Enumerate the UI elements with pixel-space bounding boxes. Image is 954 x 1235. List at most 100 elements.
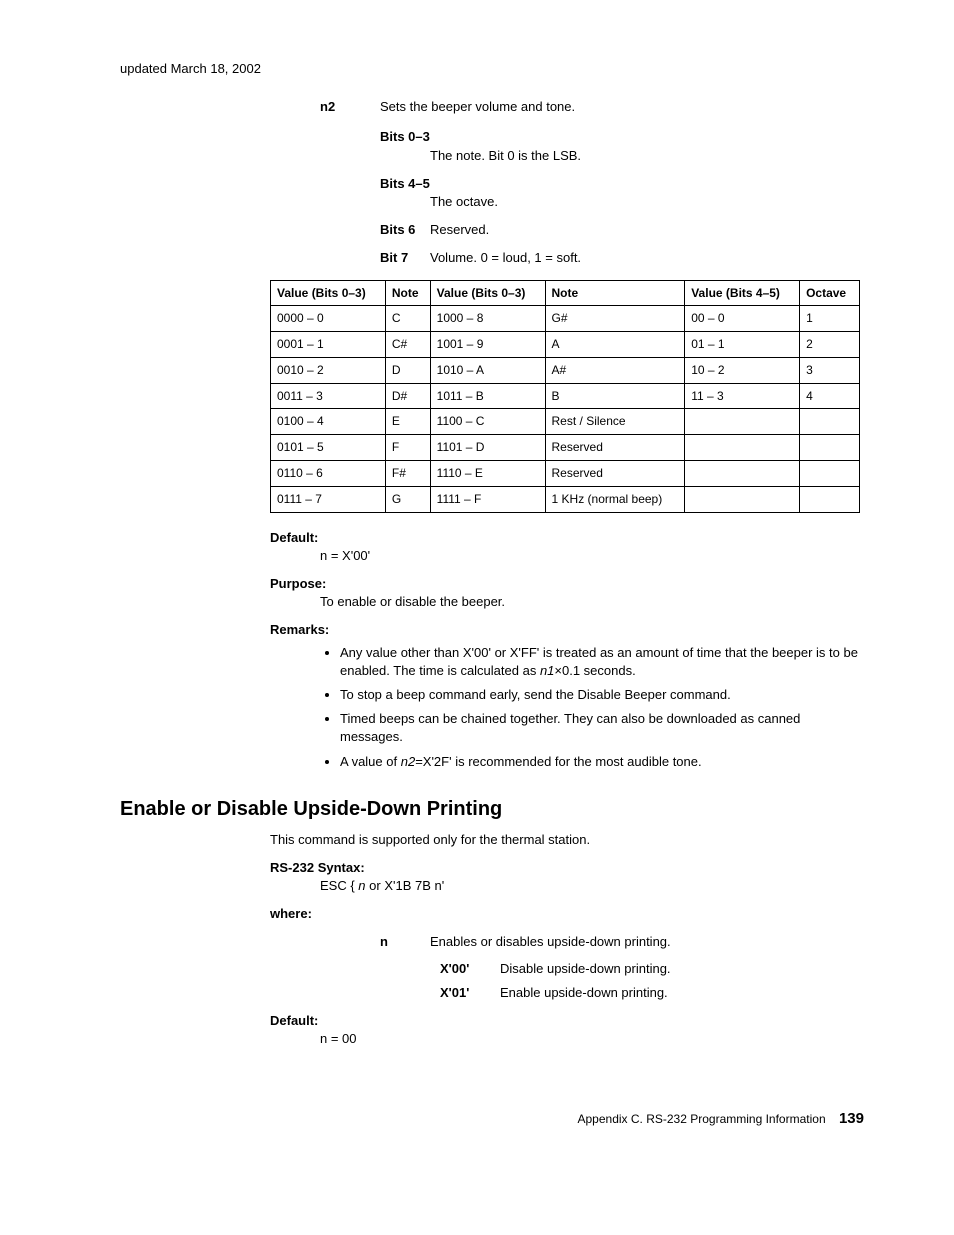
syntax-label: RS-232 Syntax: xyxy=(270,859,864,877)
table-cell: 1110 – E xyxy=(430,461,545,487)
table-row: 0100 – 4E1100 – CRest / Silence xyxy=(271,409,860,435)
table-cell: A xyxy=(545,332,685,358)
table-cell: 0000 – 0 xyxy=(271,306,386,332)
bits-label: Bits 6 xyxy=(380,221,430,239)
default2-label: Default: xyxy=(270,1012,864,1030)
table-header: Octave xyxy=(800,280,860,306)
param-opts: X'00' Disable upside-down printing. X'01… xyxy=(440,960,864,1002)
footer: Appendix C. RS-232 Programming Informati… xyxy=(120,1108,864,1129)
table-cell: A# xyxy=(545,357,685,383)
table-cell: B xyxy=(545,383,685,409)
table-cell: 1001 – 9 xyxy=(430,332,545,358)
table-cell: 3 xyxy=(800,357,860,383)
table-cell: Rest / Silence xyxy=(545,409,685,435)
table-cell: 0110 – 6 xyxy=(271,461,386,487)
table-row: 0101 – 5F1101 – DReserved xyxy=(271,435,860,461)
remark-item: Timed beeps can be chained together. The… xyxy=(340,710,864,746)
table-cell: G# xyxy=(545,306,685,332)
table-cell: F# xyxy=(385,461,430,487)
table-cell: 2 xyxy=(800,332,860,358)
bits-row: Bits 0–3 The note. Bit 0 is the LSB. xyxy=(380,128,864,164)
table-header: Note xyxy=(545,280,685,306)
remark-item: A value of n2=X'2F' is recommended for t… xyxy=(340,753,864,771)
table-cell: C# xyxy=(385,332,430,358)
syntax-italic: n xyxy=(358,878,365,893)
opt-desc: Enable upside-down printing. xyxy=(500,984,668,1002)
table-cell: 4 xyxy=(800,383,860,409)
where-label: where: xyxy=(270,905,864,923)
remarks-label: Remarks: xyxy=(270,621,864,639)
bits-row: Bit 7 Volume. 0 = loud, 1 = soft. xyxy=(380,249,864,267)
syntax-value: ESC { n or X'1B 7B n' xyxy=(320,877,864,895)
bits-label: Bits 0–3 xyxy=(380,128,864,146)
default-block: Default: n = X'00' xyxy=(270,529,864,565)
section-title: Enable or Disable Upside-Down Printing xyxy=(120,795,864,823)
footer-text: Appendix C. RS-232 Programming Informati… xyxy=(578,1112,826,1126)
opt-label: X'01' xyxy=(440,984,500,1002)
table-cell xyxy=(800,461,860,487)
table-cell xyxy=(800,435,860,461)
remark-item: Any value other than X'00' or X'FF' is t… xyxy=(340,644,864,680)
table-cell: 1000 – 8 xyxy=(430,306,545,332)
purpose-label: Purpose: xyxy=(270,575,864,593)
table-cell: 0111 – 7 xyxy=(271,486,386,512)
table-cell xyxy=(685,486,800,512)
table-cell xyxy=(800,409,860,435)
table-cell: Reserved xyxy=(545,435,685,461)
purpose-block: Purpose: To enable or disable the beeper… xyxy=(270,575,864,611)
table-cell: 0010 – 2 xyxy=(271,357,386,383)
table-row: 0010 – 2D1010 – AA#10 – 23 xyxy=(271,357,860,383)
syntax-block: RS-232 Syntax: ESC { n or X'1B 7B n' xyxy=(270,859,864,895)
table-cell: 0101 – 5 xyxy=(271,435,386,461)
table-cell: 1101 – D xyxy=(430,435,545,461)
bits-block: Bits 0–3 The note. Bit 0 is the LSB. Bit… xyxy=(380,128,864,267)
table-header-row: Value (Bits 0–3) Note Value (Bits 0–3) N… xyxy=(271,280,860,306)
syntax-pre: ESC { xyxy=(320,878,358,893)
bits-desc: Reserved. xyxy=(430,221,489,239)
purpose-value: To enable or disable the beeper. xyxy=(320,593,864,611)
table-cell: 10 – 2 xyxy=(685,357,800,383)
table-header: Value (Bits 0–3) xyxy=(430,280,545,306)
default2-block: Default: n = 00 xyxy=(270,1012,864,1048)
remarks-block: Remarks: Any value other than X'00' or X… xyxy=(270,621,864,770)
opt-row: X'01' Enable upside-down printing. xyxy=(440,984,864,1002)
table-cell: 1011 – B xyxy=(430,383,545,409)
table-header: Value (Bits 0–3) xyxy=(271,280,386,306)
table-cell xyxy=(800,486,860,512)
bits-desc: The note. Bit 0 is the LSB. xyxy=(430,147,864,165)
table-cell xyxy=(685,409,800,435)
n2-label: n2 xyxy=(320,98,380,116)
table-cell: 1111 – F xyxy=(430,486,545,512)
param-n-label: n xyxy=(380,933,430,951)
table-cell: 11 – 3 xyxy=(685,383,800,409)
table-cell: G xyxy=(385,486,430,512)
note-table: Value (Bits 0–3) Note Value (Bits 0–3) N… xyxy=(270,280,860,513)
table-header: Note xyxy=(385,280,430,306)
table-cell: 0001 – 1 xyxy=(271,332,386,358)
syntax-post: or X'1B 7B n' xyxy=(366,878,445,893)
bits-label: Bit 7 xyxy=(380,249,430,267)
bits-label: Bits 4–5 xyxy=(380,175,864,193)
default-value: n = X'00' xyxy=(320,547,864,565)
opt-label: X'00' xyxy=(440,960,500,978)
table-cell: 0011 – 3 xyxy=(271,383,386,409)
table-cell: Reserved xyxy=(545,461,685,487)
table-cell: 01 – 1 xyxy=(685,332,800,358)
table-cell xyxy=(685,435,800,461)
table-cell: E xyxy=(385,409,430,435)
table-row: 0011 – 3D#1011 – BB11 – 34 xyxy=(271,383,860,409)
table-cell: 1010 – A xyxy=(430,357,545,383)
where-param: n Enables or disables upside-down printi… xyxy=(380,933,864,951)
table-cell: 1 xyxy=(800,306,860,332)
n2-param: n2 Sets the beeper volume and tone. xyxy=(320,98,864,116)
bits-desc: The octave. xyxy=(430,193,864,211)
param-n-desc: Enables or disables upside-down printing… xyxy=(430,933,671,951)
where-block: where: xyxy=(270,905,864,923)
page-number: 139 xyxy=(839,1110,864,1127)
default-label: Default: xyxy=(270,529,864,547)
table-cell: D xyxy=(385,357,430,383)
table-cell: 1 KHz (normal beep) xyxy=(545,486,685,512)
table-cell: D# xyxy=(385,383,430,409)
table-row: 0001 – 1C#1001 – 9A01 – 12 xyxy=(271,332,860,358)
table-row: 0111 – 7G1111 – F1 KHz (normal beep) xyxy=(271,486,860,512)
